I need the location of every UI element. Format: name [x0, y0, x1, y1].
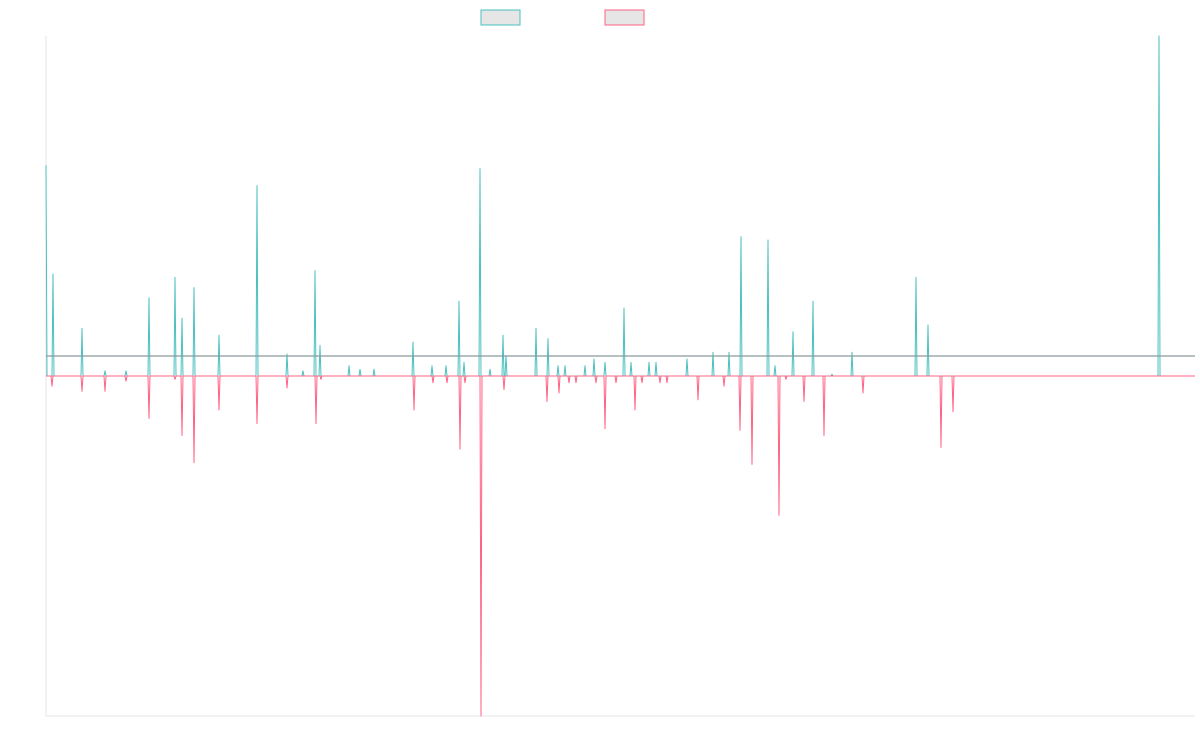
series-line-1 [45, 35, 1195, 377]
legend-swatch-series-2[interactable] [604, 9, 645, 26]
legend-swatch-series-1[interactable] [480, 9, 521, 26]
series-layer [45, 35, 1195, 717]
series-line-2 [46, 375, 1195, 717]
legend [480, 9, 645, 26]
